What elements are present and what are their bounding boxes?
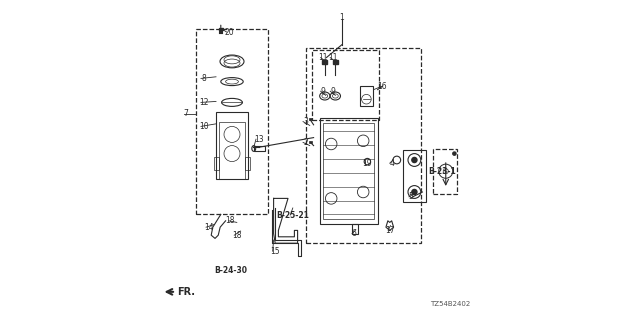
Text: B-25-21: B-25-21 — [276, 211, 309, 220]
Text: 7: 7 — [184, 109, 189, 118]
Text: 20: 20 — [225, 28, 235, 36]
Text: 5: 5 — [408, 192, 413, 201]
Bar — [323, 123, 374, 219]
Bar — [433, 149, 457, 194]
Bar — [219, 28, 223, 30]
Bar — [320, 118, 378, 224]
Text: FR.: FR. — [177, 287, 195, 297]
Text: 1: 1 — [339, 13, 344, 22]
Text: 4: 4 — [389, 159, 394, 168]
Text: 9: 9 — [321, 87, 326, 96]
Bar — [216, 112, 248, 179]
Bar — [310, 141, 312, 143]
Text: 8: 8 — [202, 74, 207, 83]
Bar — [253, 146, 265, 151]
Text: 12: 12 — [200, 98, 209, 107]
Circle shape — [412, 157, 417, 163]
Text: 3: 3 — [303, 117, 308, 126]
Text: 15: 15 — [270, 247, 280, 256]
Bar — [219, 122, 244, 179]
Bar — [352, 224, 358, 234]
Text: 14: 14 — [204, 223, 214, 232]
Text: 18: 18 — [232, 231, 241, 240]
Bar — [360, 86, 372, 106]
Bar — [333, 60, 338, 64]
Circle shape — [412, 189, 417, 195]
Bar — [403, 150, 426, 202]
Circle shape — [453, 152, 456, 155]
Bar — [196, 29, 268, 214]
Bar — [214, 157, 219, 170]
Text: 11: 11 — [328, 53, 337, 62]
Text: 2: 2 — [303, 138, 308, 147]
Text: 6: 6 — [352, 229, 356, 238]
Text: 11: 11 — [319, 53, 328, 62]
Bar — [310, 118, 312, 120]
Text: 18: 18 — [226, 216, 235, 225]
Bar — [306, 48, 421, 243]
Text: TZ54B2402: TZ54B2402 — [430, 301, 470, 307]
Text: B-23-1: B-23-1 — [428, 167, 456, 176]
Text: 10: 10 — [199, 122, 209, 131]
Text: 16: 16 — [378, 82, 387, 91]
Text: B-24-30: B-24-30 — [214, 266, 247, 275]
Text: 13: 13 — [254, 135, 264, 144]
Text: 9: 9 — [330, 87, 335, 96]
Bar — [245, 157, 250, 170]
Text: 17: 17 — [385, 226, 396, 235]
Bar — [323, 60, 328, 64]
Bar — [312, 50, 379, 120]
Text: 19: 19 — [362, 159, 372, 168]
